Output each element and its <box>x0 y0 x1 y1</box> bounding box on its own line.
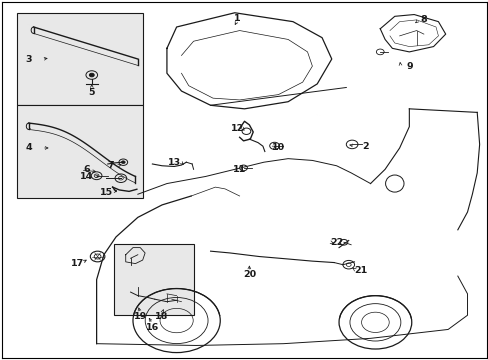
Text: 21: 21 <box>353 266 367 275</box>
Text: 18: 18 <box>155 312 168 321</box>
Text: 1: 1 <box>233 14 240 23</box>
Text: 12: 12 <box>230 124 244 133</box>
Circle shape <box>121 161 125 164</box>
FancyBboxPatch shape <box>17 13 142 105</box>
Text: 5: 5 <box>88 88 95 97</box>
Text: 2: 2 <box>362 142 368 151</box>
Text: 9: 9 <box>405 62 412 71</box>
Text: 22: 22 <box>329 238 343 247</box>
Text: 19: 19 <box>133 312 146 321</box>
Text: 15: 15 <box>100 188 113 197</box>
Text: 20: 20 <box>242 270 255 279</box>
Text: 11: 11 <box>233 165 246 174</box>
FancyBboxPatch shape <box>17 105 142 198</box>
Circle shape <box>89 73 94 77</box>
Text: 13: 13 <box>167 158 181 167</box>
Text: 14: 14 <box>80 172 93 181</box>
Text: 4: 4 <box>25 144 32 153</box>
Text: 17: 17 <box>70 259 83 268</box>
Text: 16: 16 <box>145 323 159 332</box>
Text: 7: 7 <box>108 161 114 170</box>
Text: 6: 6 <box>83 165 90 174</box>
Text: 10: 10 <box>271 144 285 153</box>
Text: 8: 8 <box>420 15 427 24</box>
FancyBboxPatch shape <box>113 244 193 315</box>
Text: 3: 3 <box>25 54 32 63</box>
